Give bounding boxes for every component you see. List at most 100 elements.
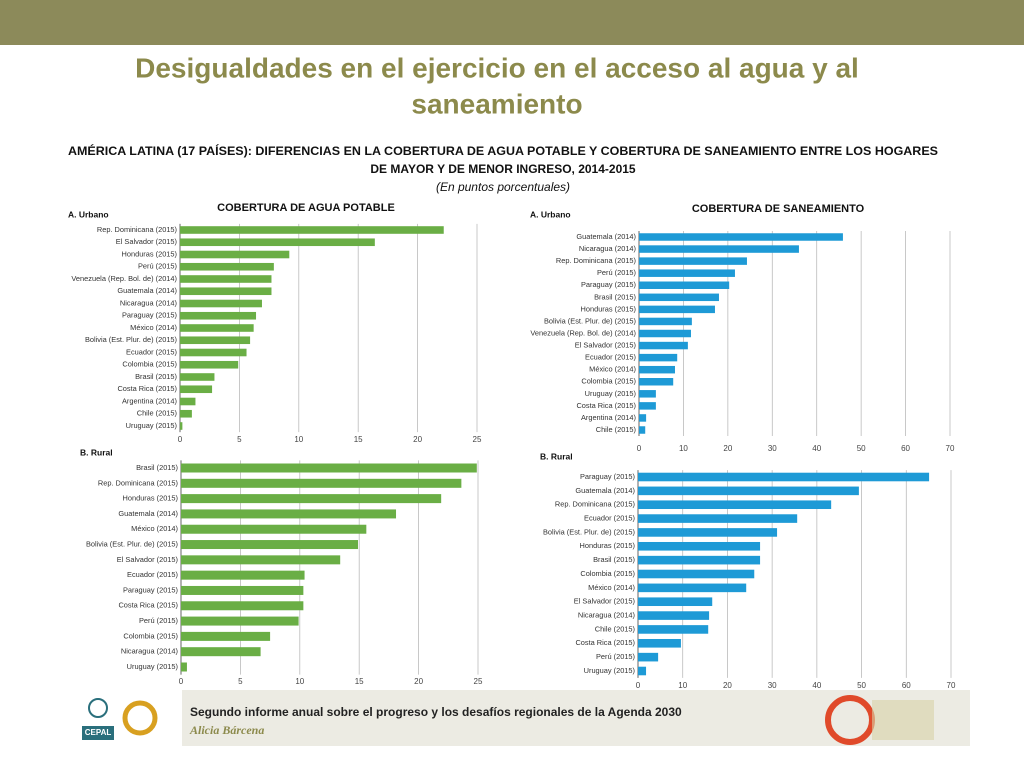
slide-title: Desigualdades en el ejercicio en el acce…	[135, 52, 859, 83]
y-tick-label: Argentina (2014)	[122, 396, 177, 405]
anniversary-logo	[122, 700, 158, 736]
x-tick-label: 50	[857, 681, 866, 690]
bar	[638, 652, 659, 662]
x-tick-label: 20	[414, 677, 423, 686]
bar	[638, 569, 755, 579]
y-tick-label: Costa Rica (2015)	[117, 384, 177, 393]
bar	[180, 287, 272, 296]
figure-title: DE MAYOR Y DE MENOR INGRESO, 2014-2015	[370, 162, 636, 176]
chart-title: COBERTURA DE AGUA POTABLE	[217, 202, 395, 214]
bar	[180, 348, 247, 357]
y-tick-label: Costa Rica (2015)	[575, 638, 635, 647]
y-tick-label: México (2014)	[588, 583, 635, 592]
y-tick-label: Honduras (2015)	[122, 249, 177, 258]
y-tick-label: Chile (2015)	[137, 409, 177, 418]
bar	[181, 601, 304, 611]
bar	[181, 540, 359, 550]
footer-logo-area	[62, 690, 182, 746]
y-tick-label: Ecuador (2015)	[584, 514, 635, 523]
x-tick-label: 10	[678, 681, 687, 690]
bar	[639, 414, 647, 422]
y-tick-label: Brasil (2015)	[135, 372, 177, 381]
y-tick-label: Colombia (2015)	[122, 360, 177, 369]
y-tick-label: Rep. Dominicana (2015)	[556, 256, 636, 265]
y-tick-label: Brasil (2015)	[136, 463, 178, 472]
bar	[639, 353, 678, 362]
bar	[638, 583, 747, 593]
x-tick-label: 30	[768, 681, 777, 690]
panel-label: B. Rural	[540, 451, 573, 461]
bar	[639, 269, 735, 277]
y-tick-label: Rep. Dominicana (2015)	[98, 478, 178, 487]
y-tick-label: El Salvador (2015)	[575, 341, 636, 350]
y-tick-label: Nicaragua (2014)	[120, 298, 177, 307]
y-tick-label: Perú (2015)	[138, 262, 177, 271]
x-tick-label: 60	[901, 444, 910, 453]
bar	[638, 486, 859, 496]
y-tick-label: Bolivia (Est. Plur. de) (2015)	[544, 316, 636, 325]
x-tick-label: 15	[354, 435, 363, 444]
bar	[181, 509, 397, 519]
x-tick-label: 0	[178, 435, 183, 444]
x-tick-label: 40	[812, 444, 821, 453]
bar	[639, 378, 674, 386]
x-tick-label: 25	[474, 677, 483, 686]
bar	[180, 360, 239, 369]
x-tick-label: 60	[902, 681, 911, 690]
bar	[180, 275, 272, 283]
x-tick-label: 15	[355, 677, 364, 686]
bar	[180, 324, 254, 332]
bar	[638, 472, 930, 482]
bar	[639, 329, 691, 338]
x-tick-label: 5	[237, 435, 242, 444]
bar	[180, 409, 192, 418]
bar	[639, 317, 692, 326]
y-tick-label: Colombia (2015)	[580, 569, 635, 578]
bar	[638, 555, 761, 565]
bar	[181, 662, 187, 672]
y-tick-label: Nicaragua (2014)	[579, 244, 636, 253]
x-tick-label: 50	[857, 444, 866, 453]
bar	[639, 426, 646, 434]
x-tick-label: 70	[947, 681, 956, 690]
bar	[181, 570, 305, 580]
bar	[180, 299, 262, 308]
y-tick-label: México (2014)	[131, 524, 178, 533]
y-tick-label: Rep. Dominicana (2015)	[97, 225, 177, 234]
y-tick-label: Ecuador (2015)	[126, 347, 177, 356]
y-tick-label: Bolivia (Est. Plur. de) (2015)	[85, 335, 177, 344]
y-tick-label: Argentina (2014)	[581, 413, 636, 422]
bar	[638, 666, 647, 676]
bar	[180, 422, 183, 430]
bar	[180, 397, 196, 406]
x-tick-label: 20	[723, 681, 732, 690]
bar	[180, 262, 274, 271]
y-tick-label: Honduras (2015)	[581, 304, 636, 313]
y-tick-label: El Salvador (2015)	[574, 597, 635, 606]
panel-label: A. Urbano	[68, 209, 109, 219]
y-tick-label: Venezuela (Rep. Bol. de) (2014)	[71, 274, 177, 283]
bar	[639, 402, 656, 410]
y-tick-label: Venezuela (Rep. Bol. de) (2014)	[530, 328, 636, 337]
y-tick-label: Nicaragua (2014)	[578, 611, 635, 620]
bar	[639, 293, 719, 302]
x-tick-label: 10	[295, 677, 304, 686]
x-tick-label: 20	[723, 444, 732, 453]
bar	[638, 541, 761, 551]
y-tick-label: Guatemala (2014)	[576, 232, 636, 241]
y-tick-label: Uruguay (2015)	[126, 421, 177, 430]
y-tick-label: Rep. Dominicana (2015)	[555, 500, 635, 509]
bar	[181, 616, 299, 626]
x-tick-label: 25	[473, 435, 482, 444]
x-tick-label: 10	[679, 444, 688, 453]
bar	[639, 390, 656, 398]
y-tick-label: Colombia (2015)	[123, 631, 178, 640]
x-tick-label: 20	[413, 435, 422, 444]
y-tick-label: Bolivia (Est. Plur. de) (2015)	[86, 539, 178, 548]
bar	[638, 625, 709, 634]
y-tick-label: México (2014)	[589, 365, 636, 374]
bar	[180, 250, 290, 259]
y-tick-label: Ecuador (2015)	[127, 570, 178, 579]
bar	[180, 311, 257, 320]
y-tick-label: El Salvador (2015)	[117, 555, 178, 564]
